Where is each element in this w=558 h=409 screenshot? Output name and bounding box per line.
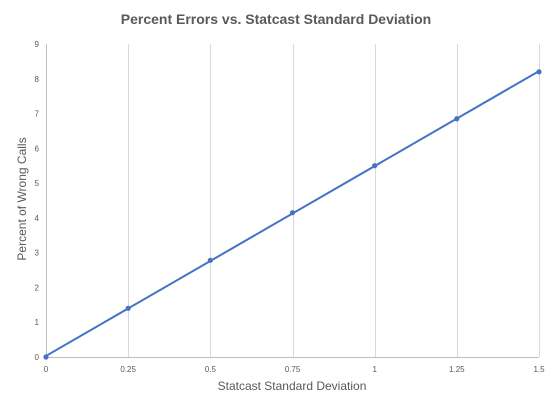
y-tick-label: 4 (35, 214, 40, 223)
data-series (43, 69, 542, 360)
x-tick-label: 1.5 (533, 365, 545, 374)
y-tick-label: 3 (35, 249, 40, 258)
data-point (125, 305, 131, 311)
gridlines (128, 44, 540, 357)
x-tick-label: 1.25 (449, 365, 465, 374)
x-tick-label: 0.5 (205, 365, 217, 374)
x-tick-label: 0.75 (285, 365, 301, 374)
data-point (454, 116, 460, 122)
chart-title: Percent Errors vs. Statcast Standard Dev… (121, 11, 431, 27)
tick-labels: 0 0.25 0.5 0.75 1 1.25 1.5 0 1 2 3 4 5 6 7 8 9 (35, 40, 546, 374)
data-point (372, 163, 378, 169)
axes (46, 44, 539, 358)
data-point (207, 257, 213, 263)
y-tick-label: 2 (35, 283, 40, 292)
y-tick-label: 7 (35, 110, 40, 119)
data-point (289, 210, 296, 216)
y-tick-label: 0 (35, 353, 40, 362)
x-axis-label: Statcast Standard Deviation (218, 379, 367, 393)
x-tick-label: 0.25 (120, 365, 136, 374)
y-tick-label: 8 (35, 75, 40, 84)
y-tick-label: 9 (35, 40, 40, 49)
y-axis-label: Percent of Wrong Calls (15, 137, 29, 260)
y-tick-label: 1 (35, 318, 40, 327)
data-point (536, 69, 542, 75)
data-point (43, 354, 49, 360)
y-tick-label: 6 (35, 144, 40, 153)
x-tick-label: 0 (44, 365, 49, 374)
y-tick-label: 5 (35, 179, 40, 188)
x-tick-label: 1 (372, 365, 377, 374)
